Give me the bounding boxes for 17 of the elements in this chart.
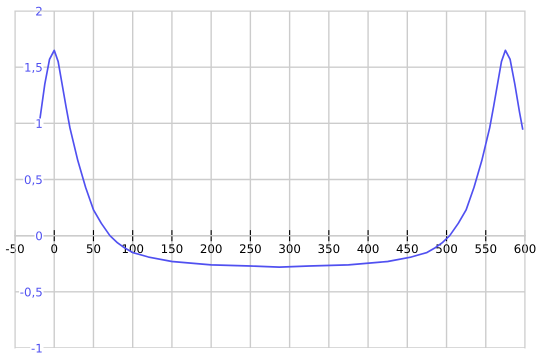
y-tick-label: 1,5	[25, 63, 42, 74]
y-tick-label: 1	[36, 119, 42, 128]
x-tick-label: 0	[51, 244, 58, 254]
y-tick-label: 0	[36, 231, 42, 240]
y-tick-label: -1	[32, 344, 42, 352]
x-tick-label: 350	[318, 244, 340, 254]
x-tick-label: 250	[240, 244, 261, 254]
x-tick-label: 400	[357, 244, 379, 254]
y-tick-label: -0,5	[20, 288, 42, 298]
x-tick-label: 300	[279, 244, 300, 254]
x-tick-label: 550	[475, 244, 496, 254]
y-tick-label: 0,5	[24, 175, 42, 186]
x-tick-label: 600	[514, 244, 536, 254]
x-tick-label: 200	[200, 244, 222, 254]
x-tick-label: 150	[162, 244, 182, 254]
x-tick-label: 450	[396, 244, 418, 254]
x-tick-label: 50	[86, 244, 100, 254]
